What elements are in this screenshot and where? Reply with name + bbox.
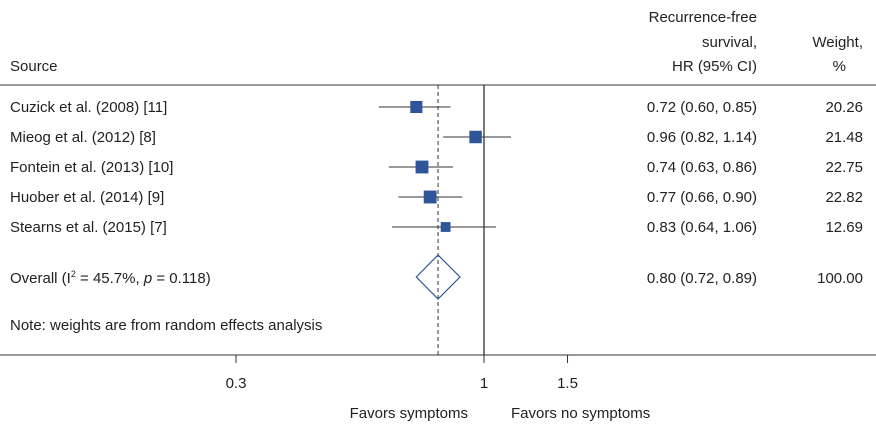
hr-header-line-1: Recurrence-free bbox=[649, 9, 757, 26]
favors-left-label: Favors symptoms bbox=[350, 405, 468, 422]
x-tick-label: 1 bbox=[480, 375, 488, 392]
study-source: Huober et al. (2014) [9] bbox=[10, 189, 164, 206]
study-row: Huober et al. (2014) [9] 0.77 (0.66, 0.90… bbox=[10, 189, 863, 206]
study-hr-text: 0.83 (0.64, 1.06) bbox=[647, 219, 757, 236]
study-hr-text: 0.96 (0.82, 1.14) bbox=[647, 129, 757, 146]
x-tick-label: 1.5 bbox=[557, 375, 578, 392]
study-hr-text: 0.74 (0.63, 0.86) bbox=[647, 159, 757, 176]
study-hr-marker bbox=[410, 100, 423, 114]
study-source: Stearns et al. (2015) [7] bbox=[10, 219, 167, 236]
study-row: Mieog et al. (2012) [8] 0.96 (0.82, 1.14)… bbox=[10, 129, 863, 146]
overall-hr-text: 0.80 (0.72, 0.89) bbox=[647, 270, 757, 287]
weight-header-line-2: % bbox=[833, 58, 846, 75]
overall-label: Overall (I2 = 45.7%, p = 0.118) bbox=[10, 269, 211, 287]
study-row: Fontein et al. (2013) [10] 0.74 (0.63, 0.… bbox=[10, 159, 863, 176]
favors-right-label: Favors no symptoms bbox=[511, 405, 650, 422]
study-hr-marker bbox=[415, 160, 429, 174]
hr-header-line-2: survival, bbox=[702, 34, 757, 51]
study-source: Fontein et al. (2013) [10] bbox=[10, 159, 173, 176]
study-weight-text: 22.75 bbox=[825, 159, 863, 176]
hr-header-line-3: HR (95% CI) bbox=[672, 58, 757, 75]
study-source: Cuzick et al. (2008) [11] bbox=[10, 99, 167, 116]
study-source: Mieog et al. (2012) [8] bbox=[10, 129, 156, 146]
study-weight-text: 21.48 bbox=[825, 129, 863, 146]
study-weight-text: 12.69 bbox=[825, 219, 863, 236]
study-hr-text: 0.72 (0.60, 0.85) bbox=[647, 99, 757, 116]
weights-note: Note: weights are from random effects an… bbox=[10, 317, 322, 334]
overall-weight-text: 100.00 bbox=[817, 270, 863, 287]
study-hr-marker bbox=[469, 130, 482, 144]
study-hr-text: 0.77 (0.66, 0.90) bbox=[647, 189, 757, 206]
overall-diamond bbox=[415, 254, 461, 300]
x-axis-ticks: 0.3 1 1.5 bbox=[226, 355, 578, 392]
study-row: Stearns et al. (2015) [7] 0.83 (0.64, 1.0… bbox=[10, 219, 863, 236]
study-weight-text: 22.82 bbox=[825, 189, 863, 206]
study-row: Cuzick et al. (2008) [11] 0.72 (0.60, 0.8… bbox=[10, 99, 863, 116]
study-weight-text: 20.26 bbox=[825, 99, 863, 116]
x-tick-label: 0.3 bbox=[226, 375, 247, 392]
weight-header-line-1: Weight, bbox=[812, 34, 863, 51]
source-header: Source bbox=[10, 58, 58, 75]
study-hr-marker bbox=[423, 190, 437, 204]
study-rows: Cuzick et al. (2008) [11] 0.72 (0.60, 0.8… bbox=[10, 99, 863, 236]
study-hr-marker bbox=[440, 222, 451, 232]
